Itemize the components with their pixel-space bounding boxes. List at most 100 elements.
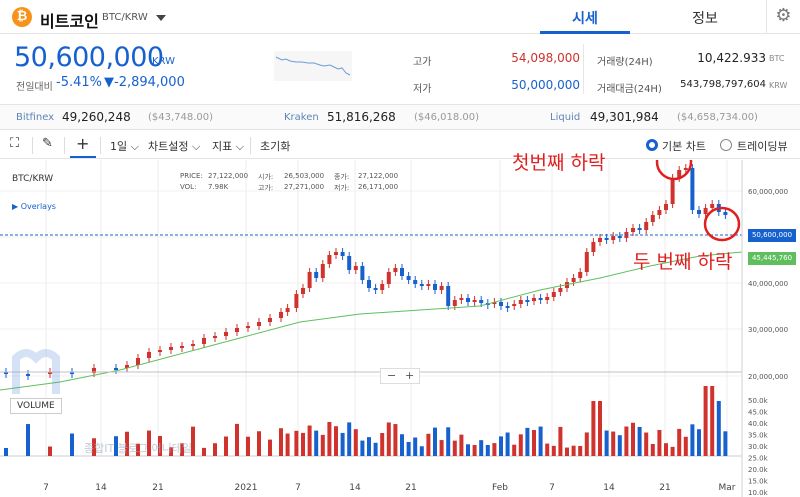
low-value: 26,171,000 bbox=[358, 183, 399, 191]
volume-tick-label: 20.0k bbox=[748, 466, 769, 474]
candle-body bbox=[433, 284, 437, 290]
candle-body bbox=[314, 272, 319, 278]
zoom-in-button[interactable]: + bbox=[405, 369, 415, 382]
candle-body bbox=[558, 288, 563, 292]
interval-select[interactable]: 1일 ⌵ bbox=[110, 140, 139, 153]
candle-body bbox=[169, 347, 173, 350]
candle-body bbox=[327, 255, 332, 264]
bitcoin-icon: ₿ bbox=[12, 7, 32, 27]
gear-icon[interactable]: ⚙ bbox=[766, 0, 800, 34]
tradingview-radio[interactable] bbox=[720, 139, 732, 151]
volume-bar bbox=[419, 446, 424, 456]
open-label: 시가: bbox=[258, 173, 274, 181]
volume-bar bbox=[538, 426, 543, 456]
price-chart-area[interactable]: 7 14 21 2021 7 14 21 Feb 7 14 21 Mar 60,000,000 40,00… bbox=[0, 152, 800, 497]
indicators-menu[interactable]: 지표 ⌵ bbox=[212, 140, 245, 153]
candle-body bbox=[426, 284, 431, 286]
candle-body bbox=[400, 268, 404, 276]
candle-body bbox=[334, 252, 338, 255]
x-tick-label: 21 bbox=[405, 483, 416, 493]
high-value: 54,098,000 bbox=[511, 51, 580, 65]
candle-body bbox=[703, 208, 708, 214]
chevron-down-icon[interactable] bbox=[156, 15, 166, 21]
candle-body bbox=[670, 178, 675, 204]
candle-body bbox=[690, 168, 695, 210]
divider bbox=[583, 44, 584, 94]
volume-bar bbox=[690, 424, 695, 456]
price-tick-label: 60,000,000 bbox=[748, 188, 788, 196]
price-tick-label: 20,000,000 bbox=[748, 373, 788, 381]
volume-bar bbox=[314, 430, 319, 456]
volume-bar bbox=[393, 424, 398, 456]
candle-body bbox=[644, 222, 649, 230]
second-drop-circle bbox=[703, 206, 741, 242]
overlays-toggle[interactable]: ▶ Overlays bbox=[12, 202, 56, 211]
candle-body bbox=[380, 284, 385, 290]
candle-body bbox=[224, 332, 228, 336]
candle-body bbox=[571, 278, 576, 282]
volume-bar bbox=[307, 425, 312, 456]
basic-chart-label[interactable]: 기본 차트 bbox=[662, 140, 706, 153]
zoom-controls: − + bbox=[380, 368, 420, 384]
volume-bar bbox=[472, 445, 477, 456]
volume-bar bbox=[532, 430, 536, 456]
coin-pair[interactable]: BTC/KRW bbox=[102, 12, 148, 23]
volume-bar bbox=[426, 433, 431, 456]
exchange-price: 49,301,984 bbox=[590, 110, 659, 124]
volume-bar bbox=[386, 422, 391, 456]
volume-bar bbox=[224, 436, 228, 456]
exchange-usd: ($4,658,734.00) bbox=[677, 112, 758, 123]
volume-bar bbox=[551, 445, 556, 456]
volume-bar bbox=[367, 437, 371, 456]
exchange-usd: ($46,018.00) bbox=[414, 112, 480, 123]
volume-bar bbox=[347, 422, 352, 456]
candle-body bbox=[439, 286, 444, 290]
candle-body bbox=[710, 204, 715, 208]
volume-bar bbox=[380, 433, 385, 456]
volume-bar bbox=[716, 401, 721, 456]
volume-bar bbox=[26, 424, 30, 456]
expand-icon[interactable]: ⛶ bbox=[10, 136, 20, 151]
tradingview-label[interactable]: 트레이딩뷰 bbox=[737, 140, 788, 153]
volume-bar bbox=[697, 429, 701, 456]
volume-bar bbox=[169, 447, 173, 456]
basic-chart-radio[interactable] bbox=[646, 139, 658, 151]
volume-bar bbox=[202, 447, 206, 456]
candle-body bbox=[631, 228, 635, 232]
zoom-out-button[interactable]: − bbox=[387, 369, 397, 382]
candle-body bbox=[538, 298, 543, 300]
volume-bar bbox=[644, 432, 649, 456]
tab-market[interactable]: 시세 bbox=[572, 11, 598, 27]
volume-tick-label: 30.0k bbox=[748, 443, 769, 451]
volume-bar bbox=[664, 443, 668, 456]
volume-bar bbox=[545, 443, 550, 456]
candle-body bbox=[472, 300, 477, 302]
crosshair-icon[interactable]: + bbox=[76, 134, 90, 153]
candle-body bbox=[191, 344, 195, 346]
volume-bar bbox=[360, 440, 365, 456]
candle-body bbox=[360, 266, 365, 280]
candlestick-chart[interactable]: 7 14 21 2021 7 14 21 Feb 7 14 21 Mar 60,000,000 40,00… bbox=[0, 160, 800, 497]
candle-body bbox=[492, 302, 497, 304]
volume-bar bbox=[565, 447, 569, 456]
candle-body bbox=[373, 288, 378, 290]
candle-body bbox=[393, 268, 398, 272]
candle-body bbox=[386, 272, 391, 284]
pencil-icon[interactable]: ✎ bbox=[42, 136, 53, 151]
candle-body bbox=[158, 350, 162, 352]
volume-bar bbox=[571, 445, 576, 456]
volume-bar bbox=[677, 428, 682, 456]
volume-bar bbox=[670, 446, 675, 456]
volume-title: VOLUME bbox=[10, 398, 62, 414]
candle-body bbox=[551, 292, 556, 297]
candle-body bbox=[657, 210, 662, 215]
coin-name[interactable]: 비트코인 bbox=[40, 12, 99, 31]
current-price: 50,600,000 bbox=[14, 42, 164, 73]
candle-body bbox=[518, 300, 523, 304]
volume-bar bbox=[637, 426, 642, 456]
tab-info[interactable]: 정보 bbox=[692, 11, 718, 27]
chart-settings-menu[interactable]: 차트설정 ⌵ bbox=[148, 140, 201, 153]
volume-bar bbox=[617, 435, 622, 456]
price-value: 27,122,000 bbox=[208, 172, 249, 180]
reset-button[interactable]: 초기화 bbox=[260, 140, 291, 153]
